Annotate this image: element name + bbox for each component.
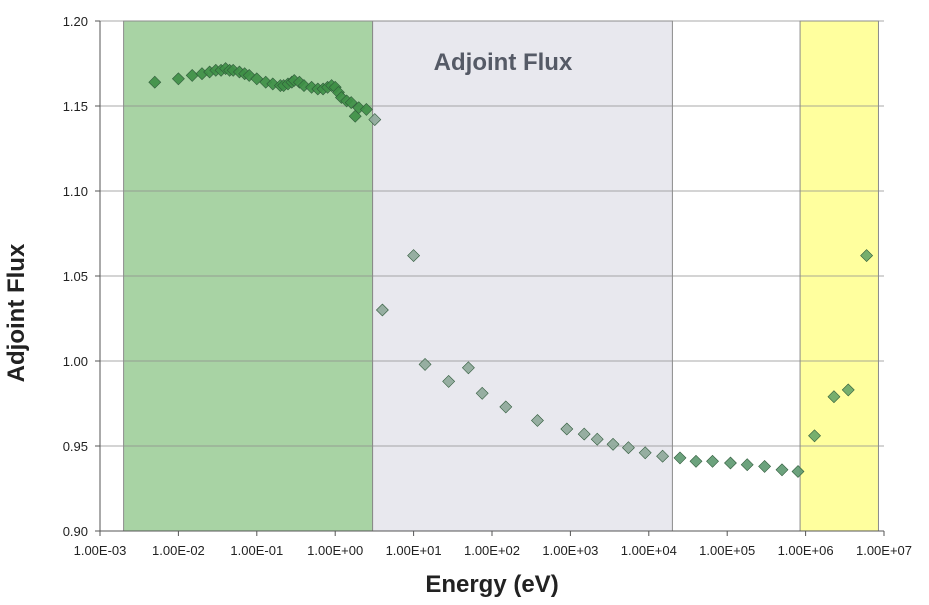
data-point	[368, 113, 382, 127]
data-point	[622, 441, 635, 455]
y-tick-labels: 0.90 0.95 1.00 1.05 1.10 1.15 1.20	[63, 14, 100, 539]
x-tick-label-10: 1.00E+07	[856, 543, 912, 558]
x-tick-label-1: 1.00E-02	[152, 543, 205, 558]
data-point	[577, 427, 591, 441]
y-tick-label-6: 1.20	[63, 14, 88, 29]
x-tick-label-0: 1.00E-03	[74, 543, 127, 558]
y-tick-label-2: 1.00	[63, 354, 88, 369]
y-tick-label-3: 1.05	[63, 269, 88, 284]
data-point	[418, 357, 432, 371]
data-point	[531, 414, 544, 427]
data-point	[606, 437, 620, 451]
data-point	[638, 446, 652, 460]
data-point	[590, 432, 604, 446]
data-point	[560, 422, 574, 436]
x-tick-label-2: 1.00E-01	[230, 543, 283, 558]
y-tick-label-0: 0.90	[63, 524, 88, 539]
data-point	[775, 463, 789, 477]
data-point	[171, 72, 185, 86]
x-tick-label-9: 1.00E+06	[778, 543, 834, 558]
data-point	[499, 400, 513, 414]
chart-annotation: Adjoint Flux	[434, 49, 573, 76]
x-tick-labels: 1.00E-03 1.00E-02 1.00E-01 1.00E+00 1.00E+01…	[74, 531, 912, 558]
x-tick-label-3: 1.00E+00	[307, 543, 363, 558]
data-point	[344, 96, 358, 110]
data-point	[407, 249, 421, 263]
data-point	[475, 386, 489, 400]
data-point	[673, 451, 687, 465]
y-tick-label-5: 1.15	[63, 99, 88, 114]
data-point	[689, 454, 703, 468]
data-point	[375, 303, 389, 317]
x-tick-label-4: 1.00E+01	[386, 543, 442, 558]
x-tick-label-8: 1.00E+05	[699, 543, 755, 558]
x-axis-title: Energy (eV)	[425, 571, 558, 598]
y-tick-label-4: 1.10	[63, 184, 88, 199]
data-point	[860, 249, 874, 263]
data-point	[827, 390, 841, 404]
data-point	[808, 429, 821, 443]
x-tick-label-6: 1.00E+03	[542, 543, 598, 558]
data-points	[148, 62, 874, 478]
x-tick-label-7: 1.00E+04	[621, 543, 677, 558]
y-tick-label-1: 0.95	[63, 439, 88, 454]
data-point	[758, 459, 772, 473]
y-axis-title: Adjoint Flux	[3, 243, 30, 382]
data-point	[791, 465, 805, 478]
data-point	[442, 374, 456, 388]
data-point	[359, 102, 373, 116]
x-tick-label-5: 1.00E+02	[464, 543, 520, 558]
data-point	[461, 361, 475, 375]
data-point	[656, 449, 670, 463]
data-point	[706, 454, 719, 468]
data-point	[740, 458, 754, 472]
data-point	[724, 456, 737, 470]
data-point	[841, 383, 855, 397]
data-point	[148, 75, 162, 89]
